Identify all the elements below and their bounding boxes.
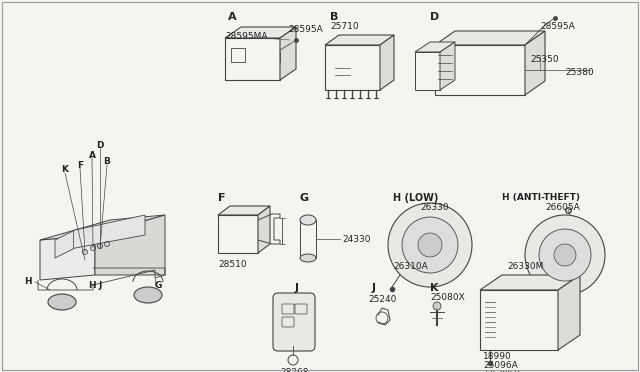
Text: 25710: 25710: [330, 22, 358, 31]
Ellipse shape: [300, 254, 316, 262]
Polygon shape: [415, 52, 440, 90]
Circle shape: [388, 203, 472, 287]
Text: 25350: 25350: [530, 55, 559, 64]
Circle shape: [554, 244, 576, 266]
Text: 25240: 25240: [368, 295, 396, 304]
Text: H (ANTI-THEFT): H (ANTI-THEFT): [502, 193, 580, 202]
Circle shape: [539, 229, 591, 281]
Text: K: K: [61, 166, 68, 174]
Text: B: B: [330, 12, 339, 22]
Text: J: J: [99, 280, 102, 289]
Text: A: A: [228, 12, 237, 22]
Text: G: G: [154, 280, 162, 289]
Text: G: G: [300, 193, 309, 203]
Text: H: H: [88, 280, 96, 289]
Text: D: D: [430, 12, 439, 22]
Polygon shape: [258, 206, 270, 253]
Text: 18990: 18990: [483, 352, 512, 361]
Text: H: H: [24, 278, 32, 286]
Polygon shape: [225, 27, 296, 38]
Text: 25096A: 25096A: [483, 361, 518, 370]
Text: J: J: [372, 283, 376, 293]
Text: 26330: 26330: [420, 203, 449, 212]
Polygon shape: [435, 31, 545, 45]
Ellipse shape: [300, 215, 316, 225]
Text: 28595A: 28595A: [288, 25, 323, 34]
Polygon shape: [415, 42, 455, 52]
Text: H (LOW): H (LOW): [393, 193, 438, 203]
Polygon shape: [218, 206, 270, 215]
Polygon shape: [40, 215, 165, 240]
Text: J: J: [295, 283, 299, 293]
Circle shape: [418, 233, 442, 257]
Text: 24330: 24330: [342, 235, 371, 244]
Text: 28510: 28510: [218, 260, 246, 269]
Text: B: B: [104, 157, 111, 167]
Text: 25080X: 25080X: [430, 293, 465, 302]
Text: F: F: [77, 160, 83, 170]
Polygon shape: [435, 45, 525, 95]
Text: D: D: [96, 141, 104, 150]
Polygon shape: [480, 275, 580, 290]
Text: 26330M: 26330M: [507, 262, 543, 271]
Circle shape: [402, 217, 458, 273]
Polygon shape: [218, 215, 258, 253]
Text: K: K: [430, 283, 438, 293]
Polygon shape: [525, 31, 545, 95]
Text: 28595A: 28595A: [540, 22, 575, 31]
Text: F: F: [218, 193, 225, 203]
Circle shape: [525, 215, 605, 295]
Text: 28268: 28268: [280, 368, 308, 372]
Polygon shape: [55, 215, 145, 258]
Polygon shape: [480, 290, 558, 350]
Polygon shape: [325, 35, 394, 45]
FancyBboxPatch shape: [273, 293, 315, 351]
Circle shape: [433, 302, 441, 310]
Ellipse shape: [48, 294, 76, 310]
Text: 25380: 25380: [565, 68, 594, 77]
Polygon shape: [380, 35, 394, 90]
Polygon shape: [95, 215, 165, 275]
Polygon shape: [40, 235, 95, 280]
Text: 28595MA: 28595MA: [225, 32, 268, 41]
Text: 26605A: 26605A: [545, 203, 580, 212]
Polygon shape: [440, 42, 455, 90]
Ellipse shape: [134, 287, 162, 303]
Text: A: A: [88, 151, 95, 160]
Polygon shape: [225, 38, 280, 80]
Polygon shape: [558, 275, 580, 350]
Text: 26310A: 26310A: [393, 262, 428, 271]
Text: 325300 V: 325300 V: [483, 370, 520, 372]
Polygon shape: [280, 27, 296, 80]
Polygon shape: [325, 45, 380, 90]
